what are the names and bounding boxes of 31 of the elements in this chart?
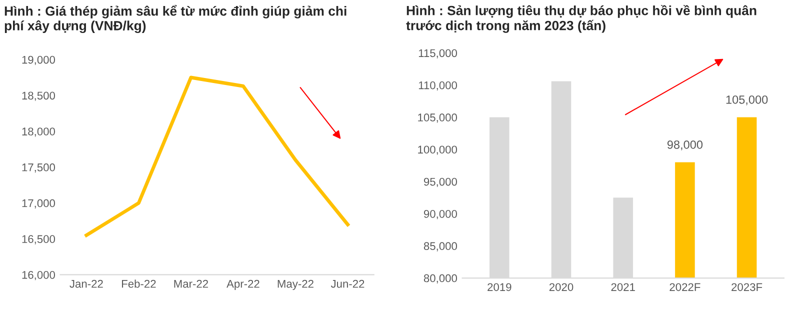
y-tick-label: 85,000: [424, 242, 458, 252]
y-tick-label: 95,000: [424, 178, 458, 188]
y-tick-label: 110,000: [418, 81, 458, 91]
y-tick-label: 17,500: [22, 163, 56, 173]
x-tick-label: Feb-22: [122, 280, 156, 288]
x-tick-label: 2020: [549, 283, 574, 292]
y-tick-label: 16,000: [22, 270, 56, 280]
x-tick-label: Jan-22: [70, 280, 103, 288]
x-tick-label: 2019: [488, 283, 512, 292]
x-tick-label: 2021: [611, 283, 635, 292]
y-tick-label: 105,000: [418, 114, 458, 123]
x-tick-label: 2022F: [670, 283, 700, 292]
data-label: 98,000: [667, 140, 703, 150]
x-tick-label: Apr-22: [226, 280, 260, 290]
y-tick-label: 16,500: [22, 235, 56, 244]
x-tick-label: May-22: [278, 280, 314, 290]
chart-title: Hình : Sản lượng tiêu thụ dự báo phục hồi về bình quân trước dịch trong năm 2023 (tấn): [406, 4, 756, 33]
y-tick-label: 100,000: [418, 146, 458, 155]
y-tick-label: 17,000: [22, 199, 56, 208]
y-tick-label: 90,000: [424, 210, 458, 220]
x-tick-label: Jun-22: [330, 280, 364, 288]
chart-title: Hình : Giá thép giảm sâu kể từ mức đỉnh giúp giảm chi phí xây dựng (VNĐ/kg): [4, 4, 346, 34]
y-tick-label: 115,000: [418, 49, 458, 58]
y-tick-label: 18,500: [22, 92, 56, 101]
y-tick-label: 18,000: [22, 128, 56, 137]
y-tick-label: 19,000: [22, 56, 56, 66]
line-series: [84, 76, 350, 238]
y-tick-label: 80,000: [424, 274, 458, 284]
x-tick-label: Mar-22: [174, 280, 208, 288]
x-tick-label: 2023F: [732, 283, 762, 292]
data-label: 105,000: [726, 95, 768, 106]
